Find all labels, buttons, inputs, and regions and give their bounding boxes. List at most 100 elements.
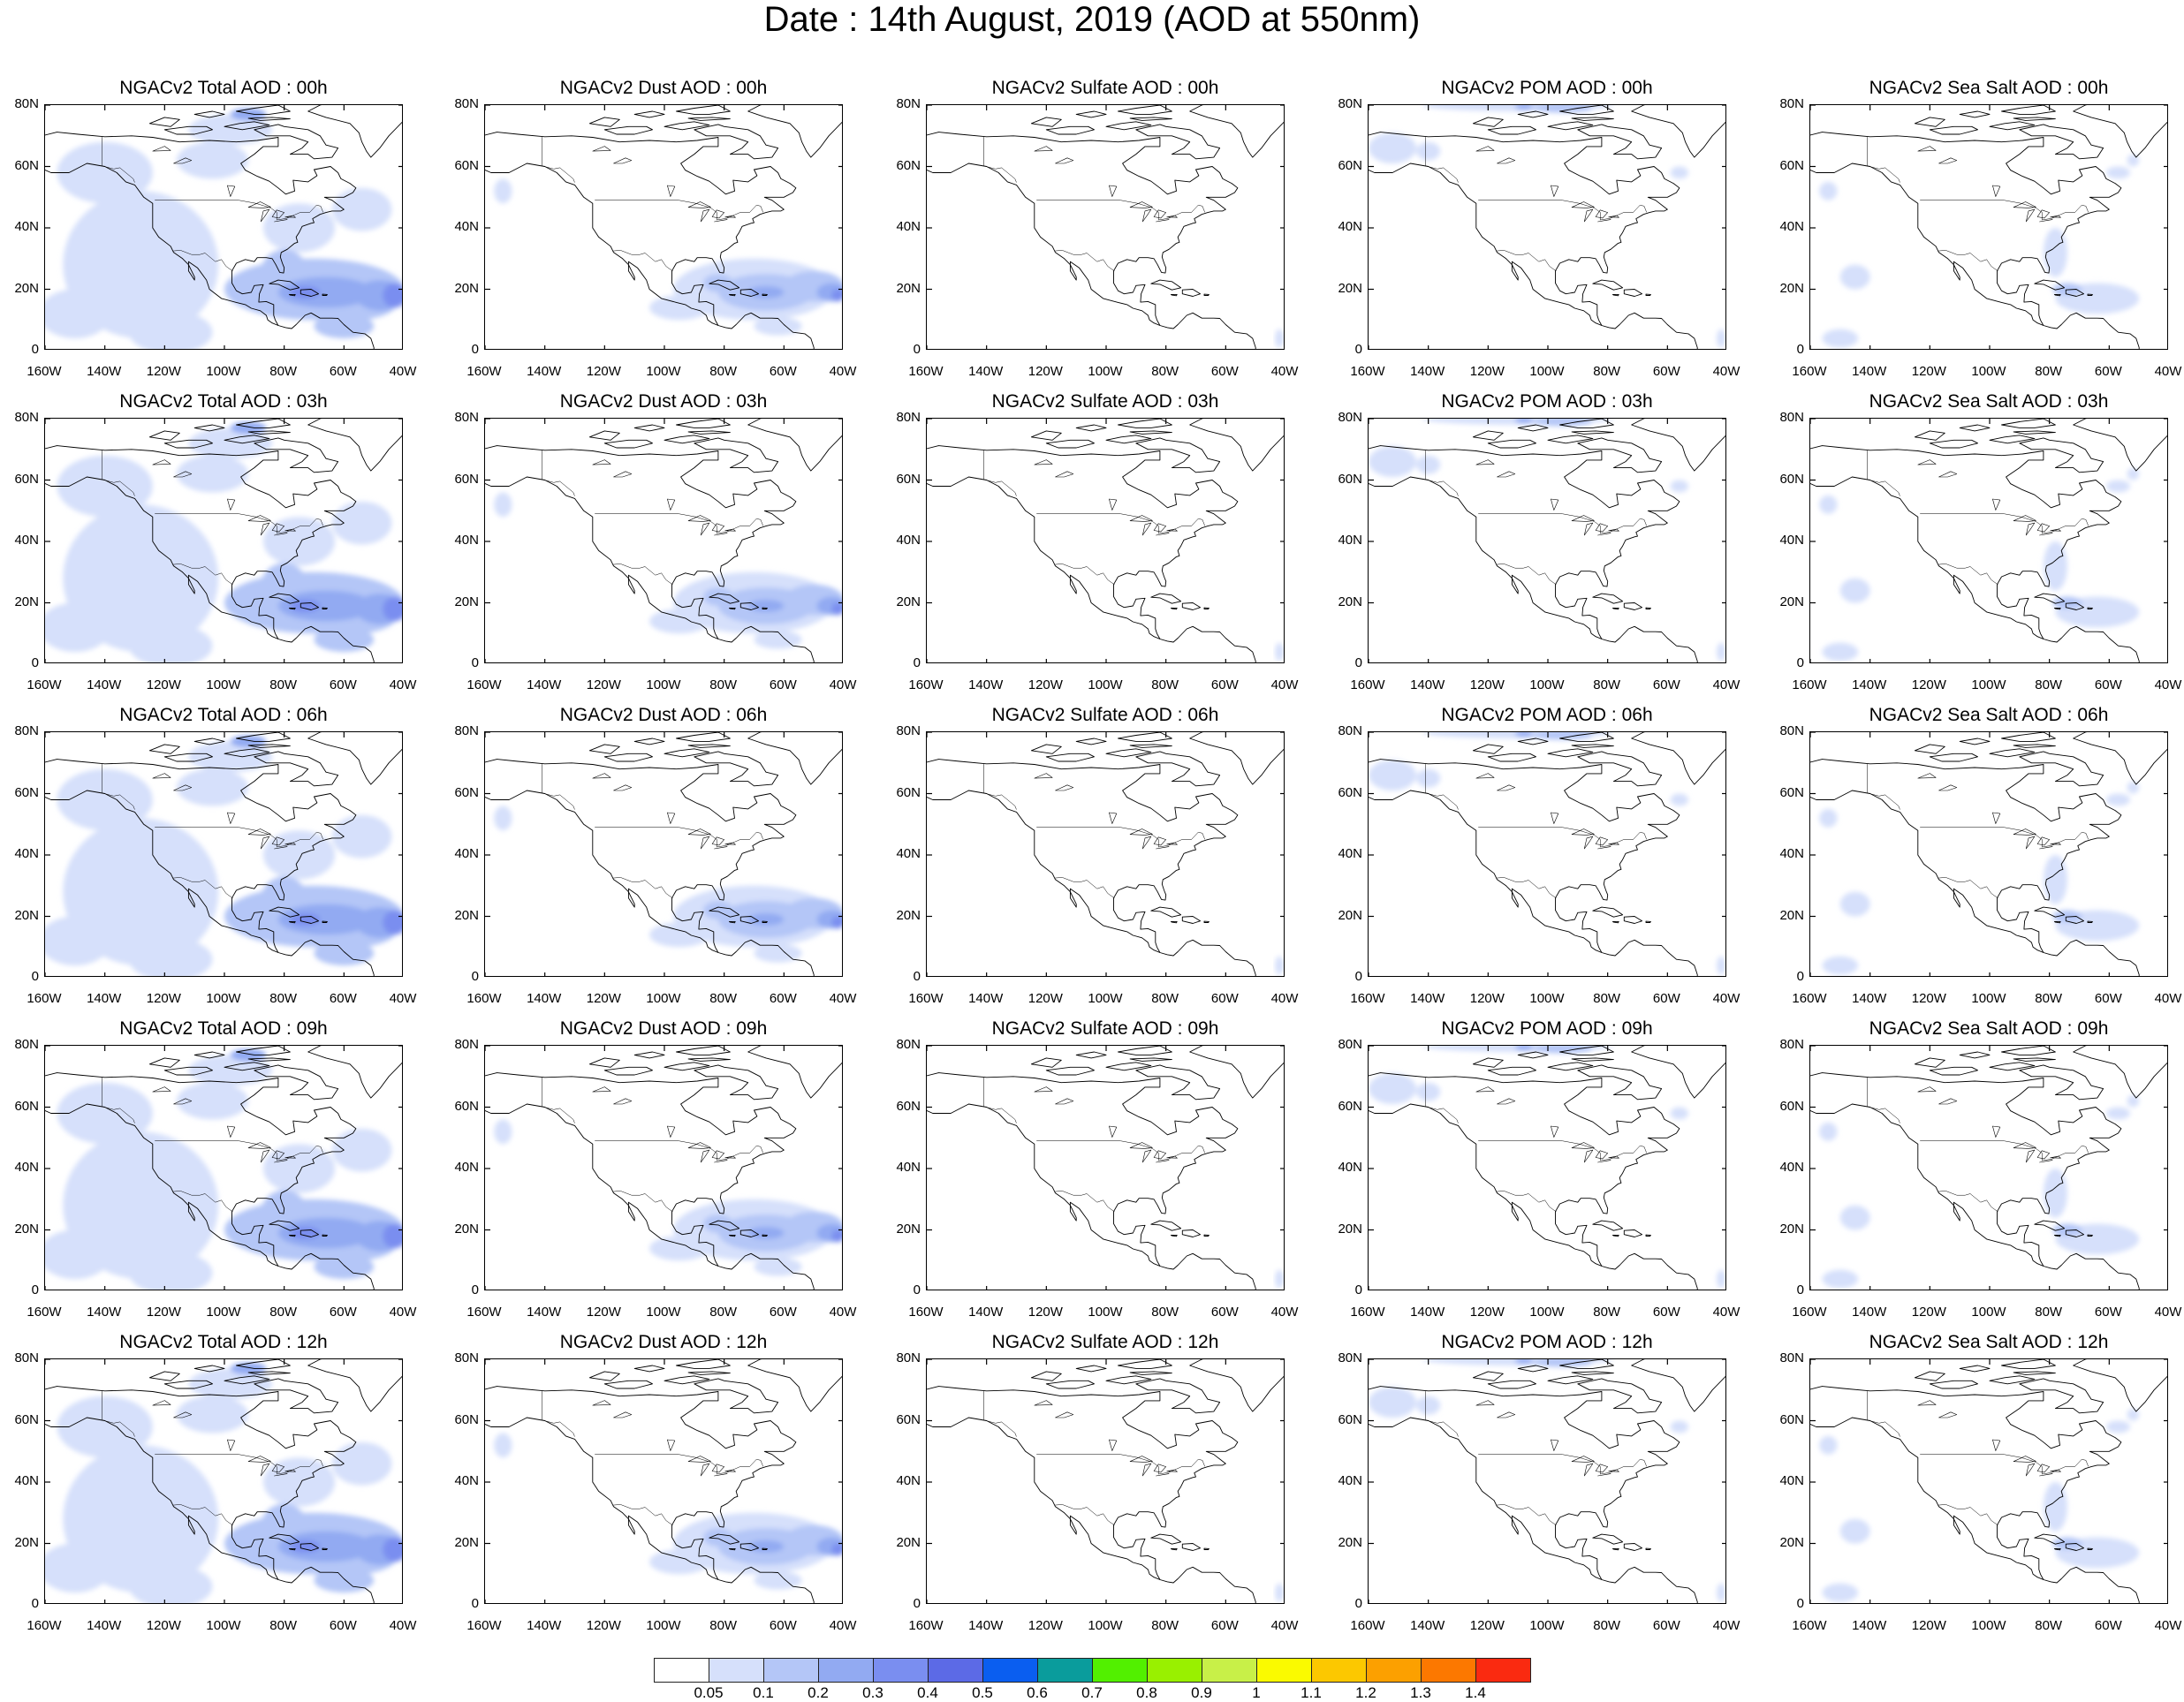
country-border: [1425, 1391, 1459, 1437]
coastline-lake: [1166, 215, 1178, 218]
map-panel-total-r1: NGACv2 Total AOD : 03h 0 20N 40N 60N 80N 160W 1…: [14, 391, 416, 692]
x-tick-label: 40W: [1712, 991, 1740, 1006]
tick-marks: [927, 1046, 1284, 1290]
coastline-lake: [1166, 1469, 1178, 1472]
aod-map: [45, 105, 402, 349]
country-border: [542, 450, 575, 496]
country-borders: [102, 1078, 323, 1213]
x-tick-label: 80W: [1593, 1305, 1621, 1320]
coastline-island: [1118, 419, 1172, 428]
y-tick-label: 0: [1354, 1282, 1362, 1297]
colorbar-label: 0.4: [917, 1684, 938, 1701]
coastline-baffin: [1577, 751, 1663, 787]
coastline-island: [193, 738, 225, 745]
y-tick-label: 60N: [14, 471, 39, 487]
coastline-lake: [1917, 459, 1937, 465]
coastline-lake: [1166, 528, 1178, 532]
coastline-lake: [724, 842, 736, 845]
y-tick-label: 80N: [454, 96, 479, 111]
coastline-lake: [227, 812, 236, 824]
aod-plume: [57, 768, 153, 831]
coastline-lake: [173, 471, 193, 478]
y-tick-label: 40N: [1338, 219, 1362, 234]
coastline-lake: [1142, 1149, 1152, 1163]
y-tick-label: 0: [471, 1596, 479, 1611]
country-border: [1867, 764, 1900, 810]
coastline-caribbean: [300, 1543, 320, 1551]
x-tick-label: 140W: [968, 677, 1004, 692]
country-border: [1478, 513, 1647, 534]
aod-map: [1810, 1359, 2167, 1603]
aod-plume: [1822, 642, 1859, 662]
country-border: [983, 764, 1017, 810]
country-border: [1920, 200, 2089, 221]
coastline-island: [1571, 744, 1614, 748]
colorbar-label: 0.6: [1027, 1684, 1048, 1701]
coastline-island: [1914, 1057, 1945, 1068]
y-tick-label: 80N: [14, 96, 39, 111]
y-tick-label: 40N: [14, 846, 39, 861]
coastline-pacific: [1810, 476, 2140, 662]
x-tick-label: 80W: [269, 1618, 298, 1633]
coastline-greenland: [1189, 105, 1284, 158]
coastline-lake: [2026, 522, 2036, 536]
country-border: [1478, 200, 1647, 221]
coastline-atlantic: [1369, 445, 1680, 639]
coastline-island: [2013, 744, 2056, 748]
coastline-island: [1989, 435, 2036, 444]
coastline-island: [2013, 430, 2056, 435]
x-tick-label: 120W: [1028, 1305, 1063, 1320]
coastline-pacific: [1369, 1103, 1698, 1290]
country-borders: [1425, 764, 1647, 899]
coastline-lake: [613, 471, 633, 478]
coastline-caribbean: [1170, 920, 1178, 924]
map-panel-sulfate-r2: NGACv2 Sulfate AOD : 06h 0 20N 40N 60N 80N 160…: [896, 705, 1298, 1006]
coastline-lake: [613, 1411, 633, 1418]
aod-plume: [45, 289, 111, 339]
coastlines: [1810, 732, 2167, 976]
y-tick-label: 80N: [1338, 410, 1362, 425]
y-tick-label: 60N: [1779, 1098, 1804, 1114]
coastline-island: [1472, 430, 1504, 441]
coastline-island: [1118, 1359, 1172, 1369]
x-tick-label: 60W: [2094, 1305, 2122, 1320]
colorbar-swatch: [709, 1658, 764, 1683]
colorbar-label: 1.3: [1410, 1684, 1431, 1701]
coastline-caribbean: [728, 1547, 736, 1551]
tick-marks: [485, 1046, 842, 1290]
aod-plume: [1819, 495, 1838, 514]
aod-plume: [1839, 1205, 1870, 1230]
x-tick-label: 40W: [829, 1305, 857, 1320]
aod-plume: [230, 108, 267, 121]
coastline-lake: [1109, 812, 1118, 824]
coastline-island: [224, 748, 270, 758]
country-borders: [1867, 137, 2089, 272]
country-border: [102, 1078, 135, 1123]
aod-plume: [494, 492, 512, 518]
map-frame: [44, 104, 403, 350]
country-border: [173, 1504, 233, 1526]
x-tick-label: 40W: [829, 677, 857, 692]
coastline-pacific: [1810, 1417, 2140, 1603]
coastline-lake: [2050, 842, 2061, 845]
coastline-caribbean: [1645, 1547, 1651, 1550]
map-frame: [1809, 1358, 2168, 1604]
coastline-lake: [274, 219, 288, 223]
y-tick-label: 20N: [1779, 1221, 1804, 1237]
coastline-lake: [1917, 1400, 1937, 1406]
coastline-island: [1929, 1066, 1978, 1076]
coastlines: [927, 732, 1284, 976]
coastline-lake: [1142, 1463, 1152, 1477]
coastline-island: [236, 105, 291, 115]
coastline-caribbean: [1645, 607, 1651, 609]
x-tick-label: 80W: [1593, 991, 1621, 1006]
coastline-lake: [2039, 533, 2053, 536]
coastline-greenland: [747, 105, 842, 158]
country-border: [1055, 877, 1115, 899]
coastlines: [45, 1359, 402, 1603]
x-tick-label: 80W: [2035, 677, 2063, 692]
coastline-lake: [1034, 1086, 1053, 1093]
x-tick-label: 160W: [908, 677, 944, 692]
coastline-greenland: [747, 1359, 842, 1412]
coastline-island: [1487, 1066, 1536, 1076]
